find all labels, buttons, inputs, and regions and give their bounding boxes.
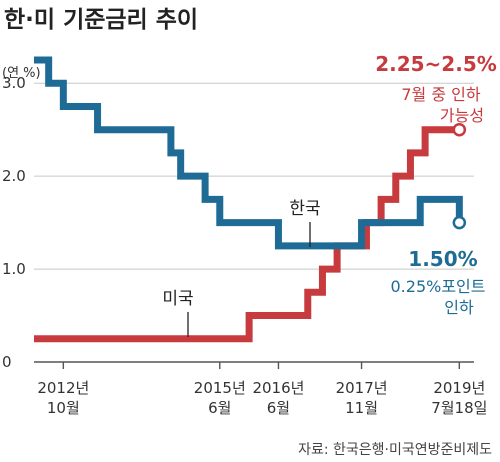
source-note: 자료: 한국은행·미국연방준비제도 — [298, 442, 492, 458]
y-tick-label: 3.0 — [2, 74, 26, 92]
korea-rate-line — [34, 56, 463, 250]
chart-title: 한·미 기준금리 추이 — [4, 7, 198, 33]
y-tick-label: 2.0 — [2, 167, 26, 185]
x-tick-label: 2012년 — [37, 379, 89, 397]
korea-end-marker — [452, 215, 467, 230]
usa-end-marker — [452, 122, 467, 137]
x-axis: 2012년 10월 2015년 6월 2016년 6월 2017년 11월 2019년 7월18일 — [34, 361, 487, 417]
usa-annotation-line2: 가능성 — [440, 106, 484, 125]
usa-annotation-line1: 7월 중 인하 — [401, 85, 481, 104]
y-tick-label: 1.0 — [2, 260, 26, 278]
x-tick-label: 10월 — [47, 399, 80, 417]
x-tick-label: 6월 — [208, 399, 231, 417]
x-tick-label: 7월18일 — [431, 399, 487, 417]
x-tick-label: 2017년 — [336, 379, 388, 397]
series-label-korea: 한국 — [289, 199, 320, 219]
series-lines — [34, 56, 467, 343]
x-tick-label: 11월 — [345, 399, 378, 417]
x-tick-label: 6월 — [267, 399, 290, 417]
x-tick-label: 2016년 — [252, 379, 304, 397]
x-tick-label: 2019년 — [433, 379, 485, 397]
series-label-usa: 미국 — [162, 289, 193, 309]
usa-annotation-rate: 2.25~2.5% — [375, 52, 497, 76]
y-unit-label: (연 %) — [2, 66, 41, 81]
x-tick-label: 2015년 — [194, 379, 246, 397]
korea-annotation-line2: 인하 — [444, 298, 474, 317]
korea-annotation-line1: 0.25%포인트 — [391, 277, 486, 296]
usa-rate-line — [34, 126, 460, 343]
korea-annotation-rate: 1.50% — [408, 247, 477, 271]
y-tick-label: 0 — [2, 353, 12, 371]
y-axis-ticks: 0 1.0 2.0 3.0 — [2, 74, 26, 371]
